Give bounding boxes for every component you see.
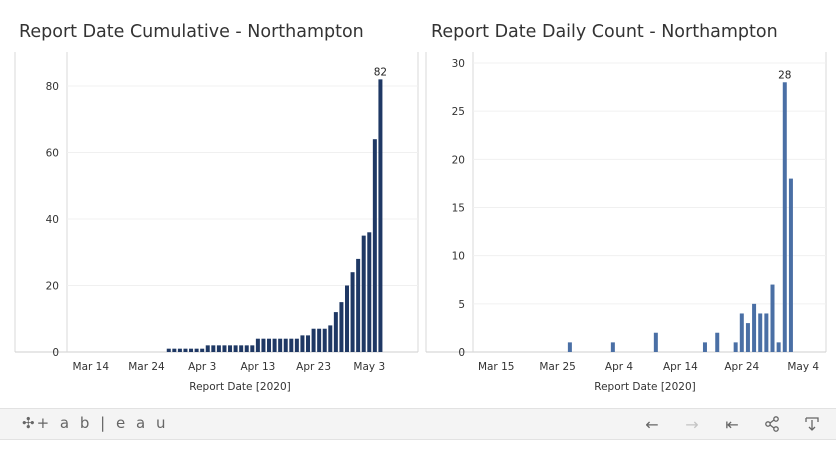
bar	[244, 345, 249, 352]
y-tick-label: 25	[452, 106, 465, 118]
bar	[172, 348, 177, 352]
bar	[228, 345, 233, 352]
x-tick-label: Mar 14	[73, 361, 110, 373]
y-tick-label: 15	[452, 203, 465, 215]
x-tick-label: May 3	[353, 361, 385, 373]
x-tick-label: Mar 15	[478, 361, 515, 373]
tableau-logo-text: + a b | e a u	[36, 414, 169, 432]
bar	[211, 345, 216, 352]
bar	[216, 345, 221, 352]
bar	[311, 328, 316, 352]
x-tick-label: Apr 24	[724, 361, 759, 373]
bar	[300, 335, 305, 352]
x-tick-label: Mar 24	[128, 361, 165, 373]
bar	[233, 345, 238, 352]
tableau-toolbar: ✣ + a b | e a u ← → ⇤	[0, 408, 836, 440]
bar	[758, 313, 763, 352]
bar	[764, 313, 769, 352]
bar	[356, 258, 361, 352]
bar-value-label: 28	[778, 69, 791, 81]
x-tick-label: Apr 3	[188, 361, 216, 373]
x-tick-label: Apr 23	[296, 361, 331, 373]
y-tick-label: 20	[46, 281, 59, 293]
y-tick-label: 5	[458, 299, 465, 311]
bar	[306, 335, 311, 352]
x-axis-title: Report Date [2020]	[189, 381, 291, 393]
bar	[239, 345, 244, 352]
bar	[272, 338, 277, 352]
y-tick-label: 80	[46, 81, 59, 93]
bar	[183, 348, 188, 352]
bar	[261, 338, 266, 352]
download-icon[interactable]	[801, 413, 823, 435]
bar	[610, 342, 615, 352]
y-tick-label: 0	[52, 347, 59, 359]
x-tick-label: Apr 13	[240, 361, 275, 373]
x-tick-label: Mar 25	[539, 361, 576, 373]
y-tick-label: 20	[452, 154, 465, 166]
x-tick-label: Apr 4	[605, 361, 634, 373]
share-icon[interactable]	[761, 413, 783, 435]
chart-title-cumulative: Report Date Cumulative - Northampton	[19, 22, 364, 42]
bar	[194, 348, 199, 352]
bar	[278, 338, 283, 352]
x-axis-title: Report Date [2020]	[594, 381, 696, 393]
y-tick-label: 30	[452, 58, 465, 70]
bar	[776, 342, 781, 352]
daily-chart: Report Date [2020] 0 5 10 15 20 25 30 Mar 15 Mar…	[425, 52, 827, 393]
bar	[166, 348, 171, 352]
bar-value-label: 82	[374, 66, 387, 78]
bar	[782, 82, 787, 353]
y-tick-label: 0	[458, 347, 465, 359]
bar	[294, 338, 299, 352]
bar	[200, 348, 205, 352]
bar	[205, 345, 210, 352]
bar	[189, 348, 194, 352]
undo-icon[interactable]: ←	[645, 414, 659, 434]
bar	[733, 342, 738, 352]
bar	[702, 342, 707, 352]
redo-icon: →	[685, 414, 699, 434]
bar	[361, 235, 366, 352]
bar	[739, 313, 744, 352]
bar	[372, 139, 377, 352]
y-tick-label: 40	[46, 214, 59, 226]
y-tick-label: 60	[46, 148, 59, 160]
bar	[715, 332, 720, 352]
bar	[339, 302, 344, 352]
bar	[267, 338, 272, 352]
bar	[328, 325, 333, 352]
bar	[367, 232, 372, 352]
x-tick-label: Apr 14	[663, 361, 698, 373]
bar	[333, 312, 338, 352]
bar	[350, 272, 355, 352]
revert-icon[interactable]: ⇤	[725, 414, 739, 434]
bar	[255, 338, 260, 352]
bar	[345, 285, 349, 352]
bar	[317, 328, 322, 352]
tableau-logo-icon: ✣	[22, 414, 35, 432]
bar	[250, 345, 255, 352]
bar	[752, 303, 757, 352]
cumulative-chart: Report Date [2020] 0 20 40 60 80 Mar 14 Mar 24…	[14, 52, 419, 393]
x-tick-label: May 4	[787, 361, 819, 373]
y-tick-label: 10	[452, 251, 465, 263]
bar	[177, 348, 182, 352]
bar	[378, 79, 383, 352]
bar	[289, 338, 294, 352]
bar	[567, 342, 572, 352]
bar	[770, 284, 775, 352]
bar	[745, 323, 750, 352]
chart-title-daily: Report Date Daily Count - Northampton	[431, 22, 778, 42]
bar	[653, 332, 658, 352]
bar	[222, 345, 227, 352]
bar	[322, 328, 327, 352]
bar	[788, 178, 793, 352]
bar	[283, 338, 288, 352]
tableau-logo[interactable]: ✣ + a b | e a u	[22, 414, 168, 432]
